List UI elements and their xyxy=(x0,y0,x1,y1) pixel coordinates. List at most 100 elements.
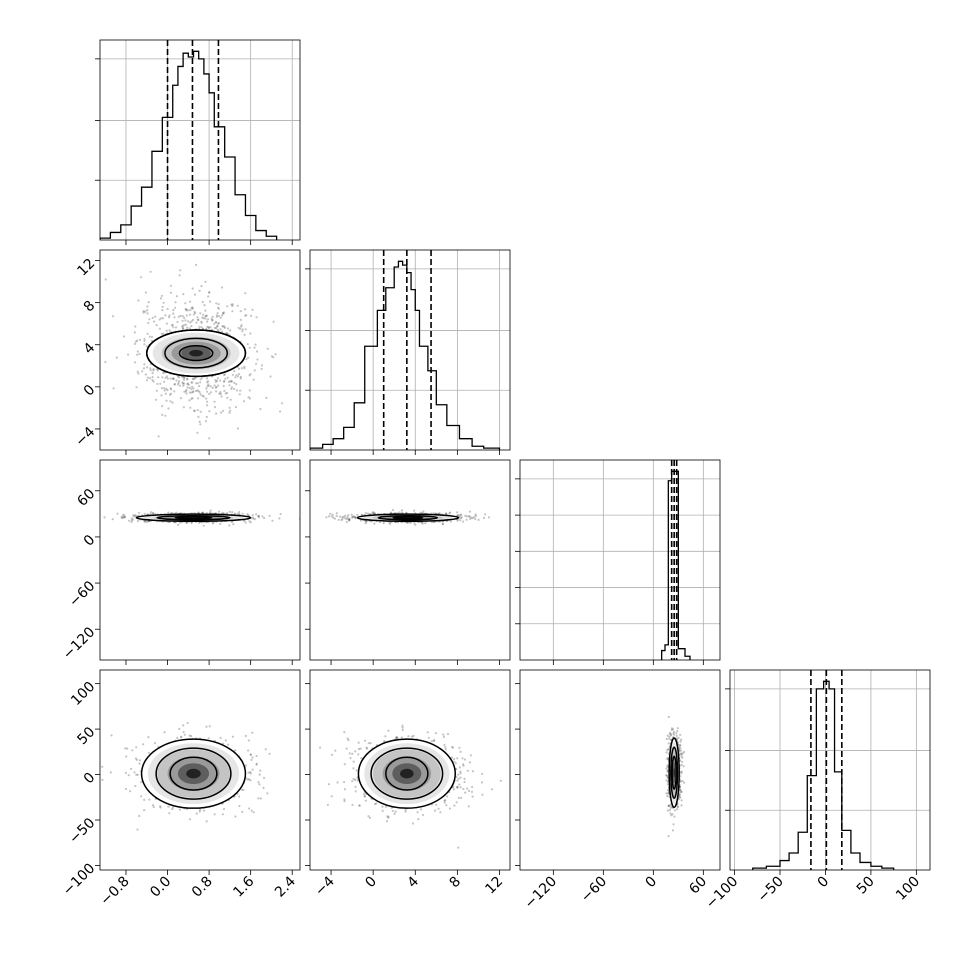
scatter-point xyxy=(233,370,236,373)
scatter-point xyxy=(401,724,404,727)
scatter-point xyxy=(186,378,189,381)
scatter-point xyxy=(160,394,163,397)
scatter-point xyxy=(202,313,205,316)
scatter-point xyxy=(213,384,216,387)
scatter-point xyxy=(268,514,271,518)
scatter-point xyxy=(211,319,214,322)
scatter-point xyxy=(471,770,475,773)
scatter-point xyxy=(462,520,465,523)
scatter-point xyxy=(215,390,218,393)
scatter-point xyxy=(199,312,202,315)
scatter-point xyxy=(189,406,192,409)
scatter-point xyxy=(129,767,133,771)
scatter-point xyxy=(191,307,194,310)
scatter-point xyxy=(206,404,209,407)
scatter-point xyxy=(409,521,412,524)
scatter-point xyxy=(241,810,244,814)
scatter-point xyxy=(229,329,232,332)
scatter-point xyxy=(137,372,140,375)
scatter-point xyxy=(134,325,137,328)
scatter-point xyxy=(203,304,206,307)
scatter-point xyxy=(249,753,252,756)
scatter-point xyxy=(178,274,181,277)
scatter-point xyxy=(679,740,682,743)
scatter-point xyxy=(218,392,221,395)
scatter-point xyxy=(463,780,466,784)
scatter-point xyxy=(207,383,210,386)
scatter-point xyxy=(416,811,419,814)
scatter-point xyxy=(151,376,154,379)
scatter-point xyxy=(249,753,252,756)
scatter-point xyxy=(675,732,678,735)
panel-frame xyxy=(99,249,301,451)
panel-frame xyxy=(519,459,721,661)
scatter-point xyxy=(667,804,670,808)
scatter-point xyxy=(459,786,462,789)
scatter-point xyxy=(184,323,188,326)
scatter-point xyxy=(188,734,191,737)
scatter-point xyxy=(470,790,474,794)
scatter-point xyxy=(341,516,344,519)
scatter-point xyxy=(201,316,204,319)
scatter-point xyxy=(406,521,409,524)
scatter-point xyxy=(138,511,141,514)
scatter-point xyxy=(222,807,226,811)
scatter-point xyxy=(140,795,143,798)
scatter-point xyxy=(213,406,217,409)
scatter-point xyxy=(140,781,143,784)
scatter-point xyxy=(209,385,212,388)
scatter-point xyxy=(134,340,137,343)
scatter-point xyxy=(355,769,358,772)
scatter-point xyxy=(363,795,366,798)
panel-3-1 xyxy=(305,669,511,875)
scatter-point xyxy=(195,263,198,266)
scatter-point xyxy=(396,737,399,740)
scatter-point xyxy=(364,739,367,742)
scatter-point xyxy=(679,789,682,792)
scatter-point xyxy=(669,812,672,815)
scatter-point xyxy=(680,752,683,755)
scatter-point xyxy=(206,400,209,403)
scatter-point xyxy=(178,727,181,731)
scatter-point xyxy=(405,511,408,514)
scatter-point xyxy=(404,810,407,813)
scatter-point xyxy=(251,756,254,759)
scatter-point xyxy=(462,787,465,791)
scatter-point xyxy=(365,747,368,750)
scatter-point xyxy=(250,314,253,317)
scatter-point xyxy=(356,513,359,517)
contour-3 xyxy=(178,345,214,362)
panel-plot-area xyxy=(103,509,300,527)
scatter-point xyxy=(181,319,184,322)
scatter-point xyxy=(351,803,354,807)
scatter-point xyxy=(104,278,107,281)
scatter-point xyxy=(209,326,212,329)
scatter-point xyxy=(230,303,233,306)
scatter-point xyxy=(146,312,149,315)
scatter-point xyxy=(351,780,354,783)
scatter-point xyxy=(462,763,465,766)
scatter-point xyxy=(206,385,209,388)
scatter-point xyxy=(675,737,679,740)
scatter-point xyxy=(249,373,252,376)
scatter-point xyxy=(448,807,451,810)
scatter-point xyxy=(234,406,237,409)
scatter-point xyxy=(165,399,168,402)
scatter-point xyxy=(197,390,200,393)
scatter-point xyxy=(181,381,184,384)
scatter-point xyxy=(138,338,142,341)
scatter-point xyxy=(104,360,107,364)
scatter-point xyxy=(400,509,404,512)
scatter-point xyxy=(170,324,173,327)
scatter-point xyxy=(244,764,247,767)
scatter-point xyxy=(238,510,241,514)
scatter-point xyxy=(123,514,126,517)
scatter-point xyxy=(161,317,165,320)
scatter-point xyxy=(194,311,197,315)
scatter-point xyxy=(371,512,374,515)
scatter-point xyxy=(122,513,125,516)
scatter-point xyxy=(455,801,458,804)
scatter-point xyxy=(444,512,447,515)
scatter-point xyxy=(352,760,355,763)
